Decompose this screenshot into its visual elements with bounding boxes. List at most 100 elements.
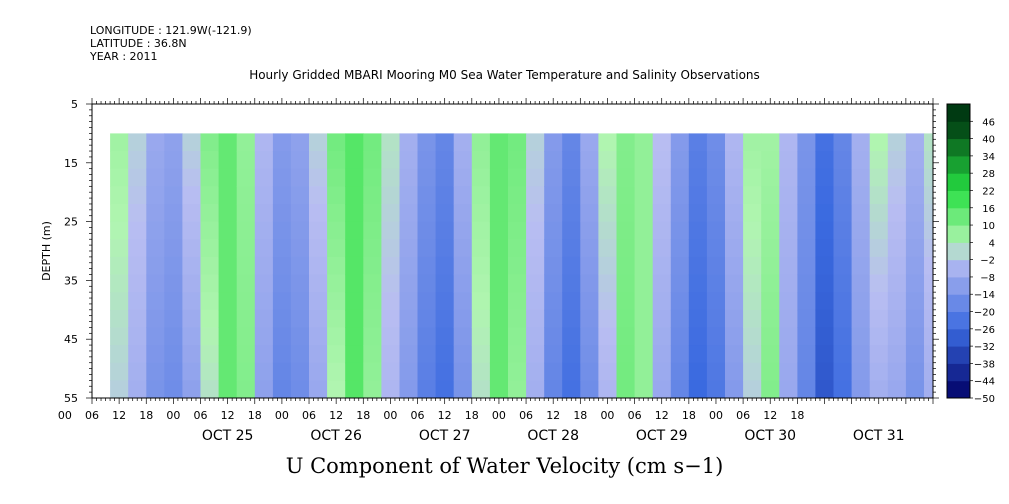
heatmap-cell: [435, 133, 455, 152]
heatmap-cell: [869, 274, 889, 293]
x-day-label: OCT 26: [310, 428, 362, 444]
heatmap-cell: [725, 204, 744, 223]
heatmap-cell: [110, 309, 129, 328]
heatmap-cell: [218, 327, 238, 346]
heatmap-cell: [128, 380, 147, 398]
heatmap-cell: [743, 186, 762, 205]
heatmap-cell: [128, 309, 147, 328]
heatmap-cell: [254, 274, 274, 293]
colorbar-segment: [947, 190, 970, 209]
heatmap-cell: [544, 362, 563, 381]
heatmap-cell: [688, 133, 708, 152]
heatmap-cell: [471, 292, 491, 311]
y-tick-label: 5: [71, 98, 78, 111]
heatmap-cell: [345, 274, 364, 293]
heatmap-cell: [417, 168, 437, 187]
heatmap-cell: [218, 309, 238, 328]
heatmap-cell: [670, 309, 690, 328]
heatmap-cell: [580, 204, 599, 223]
heatmap-cell: [598, 133, 618, 152]
heatmap-cell: [797, 186, 817, 205]
x-tick-label: 12: [438, 409, 452, 422]
colorbar-label: −20: [974, 308, 995, 319]
heatmap-cell: [272, 345, 292, 364]
heatmap-cell: [634, 362, 654, 381]
heatmap-cell: [453, 309, 473, 328]
heatmap-cell: [345, 362, 364, 381]
heatmap-cell: [544, 274, 563, 293]
heatmap-cell: [797, 345, 817, 364]
heatmap-cell: [182, 256, 202, 276]
heatmap-cell: [236, 362, 256, 381]
heatmap-cell: [399, 380, 419, 398]
heatmap-cell: [345, 221, 364, 240]
heatmap-cell: [616, 380, 636, 398]
heatmap-cell: [110, 274, 129, 293]
heatmap-cell: [453, 345, 473, 364]
heatmap-cell: [544, 327, 563, 346]
heatmap-cell: [363, 274, 382, 293]
heatmap-cell: [272, 327, 292, 346]
heatmap-cell: [743, 345, 762, 364]
heatmap-cell: [924, 256, 933, 276]
heatmap-cell: [851, 168, 871, 187]
heatmap-cell: [580, 239, 599, 258]
heatmap-cell: [363, 168, 382, 187]
heatmap-cell: [399, 151, 419, 170]
heatmap-cell: [309, 239, 328, 258]
heatmap-cell: [851, 274, 871, 293]
colorbar-label: 28: [982, 169, 995, 180]
heatmap-cell: [815, 309, 835, 328]
heatmap-cell: [435, 292, 455, 311]
heatmap-cell: [182, 186, 202, 205]
heatmap-cell: [453, 168, 473, 187]
heatmap-cell: [779, 151, 798, 170]
heatmap-cell: [580, 327, 599, 346]
heatmap-cell: [435, 362, 455, 381]
heatmap-cell: [471, 221, 491, 240]
heatmap-cell: [670, 292, 690, 311]
heatmap-cell: [417, 204, 437, 223]
heatmap-cell: [887, 151, 907, 170]
heatmap-cell: [851, 380, 871, 398]
heatmap-cell: [670, 362, 690, 381]
colorbar-segment: [947, 207, 970, 226]
heatmap-cell: [399, 327, 419, 346]
heatmap-cell: [616, 345, 636, 364]
heatmap-cell: [797, 239, 817, 258]
heatmap-cell: [128, 151, 147, 170]
heatmap-cell: [200, 292, 220, 311]
heatmap-cell: [562, 256, 581, 276]
heatmap-cell: [399, 274, 419, 293]
heatmap-cell: [562, 380, 581, 398]
heatmap-cell: [309, 292, 328, 311]
x-tick-label: 18: [139, 409, 153, 422]
heatmap-cell: [110, 256, 129, 276]
heatmap-cell: [670, 186, 690, 205]
heatmap-cell: [164, 239, 183, 258]
heatmap-cell: [399, 133, 419, 152]
heatmap-cell: [544, 256, 563, 276]
heatmap-cell: [164, 168, 183, 187]
heatmap-cell: [761, 256, 780, 276]
heatmap-cell: [652, 204, 672, 223]
heatmap-cell: [164, 204, 183, 223]
x-tick-label: 06: [736, 409, 750, 422]
heatmap-cell: [272, 221, 292, 240]
heatmap-cell: [815, 204, 835, 223]
heatmap-cell: [489, 204, 509, 223]
heatmap-cell: [544, 151, 563, 170]
heatmap-cell: [399, 292, 419, 311]
colorbar-label: 4: [989, 238, 995, 249]
heatmap-cell: [779, 168, 798, 187]
heatmap-cell: [833, 362, 853, 381]
heatmap-cell: [200, 309, 220, 328]
heatmap-cell: [706, 362, 726, 381]
heatmap-cell: [309, 362, 328, 381]
heatmap-cell: [670, 274, 690, 293]
heatmap-cell: [435, 274, 455, 293]
heatmap-cell: [634, 204, 654, 223]
heatmap-cell: [146, 327, 165, 346]
heatmap-cell: [562, 292, 581, 311]
heatmap-cell: [435, 151, 455, 170]
